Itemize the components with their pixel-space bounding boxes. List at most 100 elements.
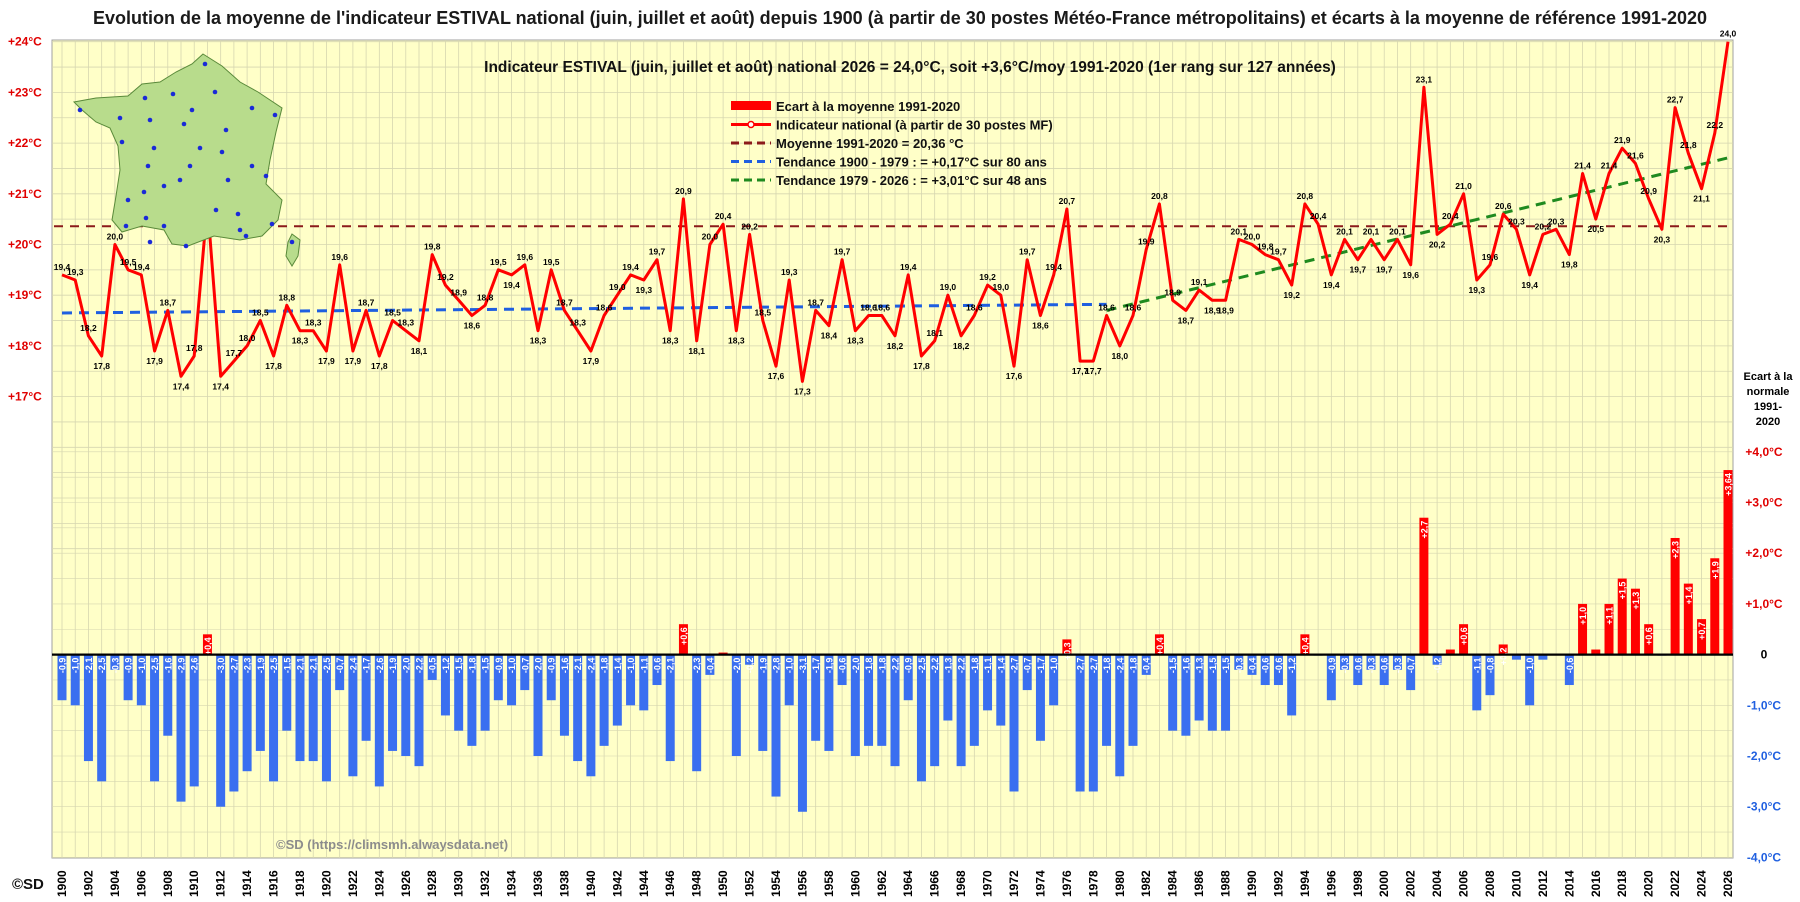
temperature-label: 18,2: [80, 323, 97, 333]
anomaly-bar: [1432, 654, 1442, 665]
x-tick-label: 2010: [1509, 870, 1523, 897]
x-tick-label: 1946: [663, 870, 677, 897]
anomaly-label: -1,6: [163, 658, 173, 674]
temperature-label: 18,3: [398, 318, 415, 328]
anomaly-label: +0,6: [679, 627, 689, 645]
temperature-label: 17,4: [173, 381, 190, 391]
station-marker: [125, 197, 131, 203]
temperature-label: 19,1: [1191, 277, 1208, 287]
anomaly-bar: [1234, 654, 1244, 670]
x-tick-label: 2006: [1457, 870, 1471, 897]
x-tick-label: 1906: [134, 870, 148, 897]
temperature-label: 17,9: [583, 356, 600, 366]
temperature-label: 19,2: [1283, 290, 1300, 300]
temperature-label: 24,0: [1720, 29, 1737, 39]
anomaly-label: -1,5: [1221, 658, 1231, 674]
x-tick-label: 2008: [1483, 870, 1497, 897]
anomaly-label: -0,9: [58, 658, 68, 674]
anomaly-bar: [731, 654, 741, 756]
anomaly-bar: [1326, 654, 1336, 701]
anomaly-bar: [321, 654, 331, 782]
temperature-label: 20,4: [1442, 211, 1459, 221]
left-tick-label: +23°C: [8, 85, 42, 99]
temperature-label: 20,4: [1310, 211, 1327, 221]
anomaly-label: -2,0: [851, 658, 861, 674]
temperature-label: 18,3: [530, 336, 547, 346]
x-tick-label: 1948: [690, 870, 704, 897]
anomaly-label: -1,7: [1036, 658, 1046, 674]
x-tick-label: 1958: [822, 870, 836, 897]
station-marker: [189, 107, 195, 113]
anomaly-bar: [123, 654, 133, 701]
anomaly-bar: [1049, 654, 1059, 706]
temperature-label: 18,5: [252, 308, 269, 318]
temperature-label: 19,7: [1270, 247, 1287, 257]
anomaly-label: -1,5: [454, 658, 464, 674]
anomaly-label: +0,4: [1155, 637, 1165, 655]
temperature-label: 19,5: [490, 257, 507, 267]
station-marker: [237, 227, 243, 233]
temperature-label: 17,6: [768, 371, 785, 381]
anomaly-bar: [1141, 654, 1151, 675]
anomaly-label: -0,7: [520, 658, 530, 674]
anomaly-bar: [1525, 654, 1535, 706]
x-tick-label: 1970: [981, 870, 995, 897]
anomaly-bar: [388, 654, 398, 751]
anomaly-label: -0,7: [335, 658, 345, 674]
anomaly-bar: [983, 654, 993, 711]
temperature-label: 18,3: [569, 318, 586, 328]
copyright-text: ©SD: [12, 876, 44, 893]
anomaly-bar: [1009, 654, 1019, 792]
temperature-label: 19,4: [133, 262, 150, 272]
station-marker: [161, 183, 167, 189]
x-tick-label: 1952: [743, 870, 757, 897]
temperature-label: 18,7: [160, 297, 177, 307]
temperature-label: 18,7: [807, 297, 824, 307]
anomaly-bar: [546, 654, 556, 701]
temperature-label: 19,0: [609, 282, 626, 292]
x-tick-label: 1942: [610, 870, 624, 897]
station-marker: [141, 189, 147, 195]
temperature-label: 20,2: [1429, 239, 1446, 249]
legend-label: Tendance 1979 - 2026 : = +3,01°C sur 48 …: [776, 173, 1047, 188]
anomaly-bar: [1300, 634, 1310, 655]
anomaly-bar: [1511, 654, 1521, 660]
anomaly-bar: [295, 654, 305, 762]
left-tick-label: +22°C: [8, 136, 42, 150]
anomaly-label: -0,3: [1340, 658, 1350, 674]
right-tick-label: 0: [1761, 648, 1768, 662]
anomaly-label: -2,7: [229, 658, 239, 674]
anomaly-label: -2,7: [1076, 658, 1086, 674]
x-axis-labels: 1900 1902 1904 1906 1908 1910 1912 1914 1916 1918…: [55, 870, 1735, 897]
station-marker: [269, 221, 275, 227]
x-tick-label: 1928: [425, 870, 439, 897]
temperature-label: 18,6: [596, 302, 613, 312]
station-marker: [147, 117, 153, 123]
temperature-label: 18,6: [874, 302, 891, 312]
temperature-label: 18,8: [477, 292, 494, 302]
left-tick-label: +24°C: [8, 35, 42, 49]
x-tick-label: 1986: [1192, 870, 1206, 897]
temperature-label: 20,1: [1389, 226, 1406, 236]
anomaly-label: +0,2: [1499, 647, 1509, 665]
temperature-label: 20,1: [1231, 226, 1248, 236]
anomaly-label: -0,4: [705, 658, 715, 674]
x-tick-label: 2014: [1562, 870, 1576, 897]
legend-label: Moyenne 1991-2020 = 20,36 °C: [776, 136, 964, 151]
temperature-label: 19,6: [1482, 252, 1499, 262]
anomaly-label: -0,3: [1234, 658, 1244, 674]
x-tick-label: 1996: [1324, 870, 1338, 897]
anomaly-bar: [824, 654, 834, 751]
temperature-label: 20,1: [1336, 226, 1353, 236]
anomaly-bar: [1128, 654, 1138, 746]
anomaly-label: -1,8: [1102, 658, 1112, 674]
x-tick-label: 2026: [1721, 870, 1735, 897]
anomaly-bar: [176, 654, 186, 802]
anomaly-bar: [83, 654, 93, 762]
anomaly-bar: [202, 634, 212, 655]
anomaly-label: -1,2: [441, 658, 451, 674]
anomaly-bar: [573, 654, 583, 762]
anomaly-label: -2,0: [401, 658, 411, 674]
temperature-label: 20,0: [107, 232, 124, 242]
x-tick-label: 1926: [399, 870, 413, 897]
